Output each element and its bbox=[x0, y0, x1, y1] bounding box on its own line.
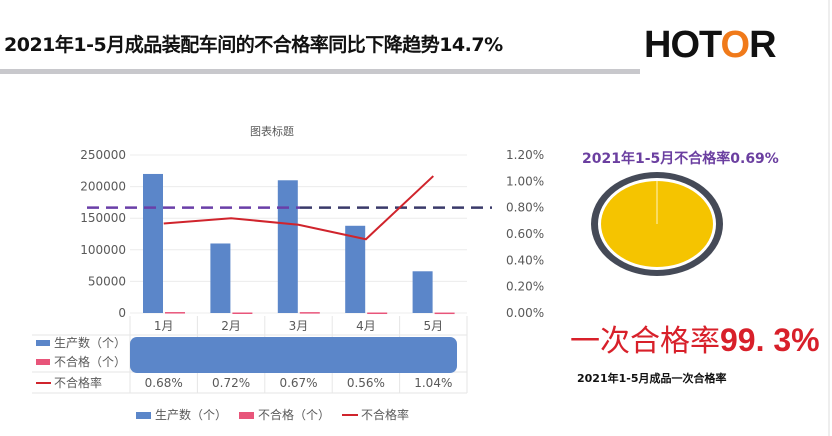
first-pass-value: 99. 3% bbox=[720, 322, 820, 358]
left-tick-label: 250000 bbox=[80, 148, 126, 162]
table-rate-value: 0.67% bbox=[279, 376, 317, 390]
bar-production bbox=[412, 271, 433, 313]
table-row-label: 不合格率 bbox=[54, 375, 102, 390]
bar-production bbox=[210, 243, 231, 313]
right-divider bbox=[828, 0, 830, 436]
bar-defects bbox=[299, 312, 320, 314]
left-tick-label: 200000 bbox=[80, 180, 126, 194]
left-tick-label: 0 bbox=[118, 306, 126, 320]
table-row-label: 生产数（个） bbox=[54, 335, 126, 350]
defect-rate-title: 2021年1-5月不合格率0.69% bbox=[582, 151, 779, 167]
bar-defects bbox=[232, 312, 253, 314]
chart-title: 图表标题 bbox=[250, 124, 294, 138]
table-overlay-block bbox=[130, 337, 457, 373]
bar-defects bbox=[165, 312, 185, 314]
table-row-label: 不合格（个） bbox=[54, 354, 126, 369]
table-rate-value: 1.04% bbox=[414, 376, 452, 390]
right-tick-label: 0.60% bbox=[506, 227, 544, 241]
legend-swatch bbox=[136, 412, 151, 419]
bar-production bbox=[345, 225, 366, 313]
left-tick-label: 150000 bbox=[80, 211, 126, 225]
bar-defects bbox=[367, 312, 388, 315]
page-title: 2021年1-5月成品装配车间的不合格率同比下降趋势14.7% bbox=[4, 34, 503, 56]
table-rate-value: 0.68% bbox=[145, 376, 183, 390]
right-tick-label: 0.40% bbox=[506, 253, 544, 267]
table-legend-swatch bbox=[36, 359, 50, 365]
table-rate-value: 0.56% bbox=[347, 376, 385, 390]
line-defect-rate bbox=[163, 175, 434, 241]
category-label: 3月 bbox=[289, 319, 309, 333]
right-tick-label: 0.80% bbox=[506, 201, 544, 215]
pie-caption: 2021年1-5月成品一次合格率 bbox=[577, 372, 727, 385]
category-label: 4月 bbox=[356, 319, 376, 333]
right-tick-label: 1.00% bbox=[506, 174, 544, 188]
table-rate-value: 0.72% bbox=[212, 376, 250, 390]
table-legend-swatch bbox=[36, 340, 50, 346]
bar-production bbox=[143, 173, 163, 313]
bar-defects bbox=[434, 312, 455, 315]
left-tick-label: 50000 bbox=[88, 274, 126, 288]
title-divider bbox=[0, 69, 640, 74]
left-tick-label: 100000 bbox=[80, 243, 126, 257]
legend-label: 生产数（个） bbox=[155, 407, 227, 422]
bar-production bbox=[277, 180, 298, 313]
first-pass-label: 一次合格率 bbox=[570, 324, 720, 359]
category-label: 1月 bbox=[154, 319, 174, 333]
right-tick-label: 0.20% bbox=[506, 280, 544, 294]
legend-label: 不合格率 bbox=[361, 407, 409, 422]
legend-label: 不合格（个） bbox=[258, 407, 330, 422]
first-pass-rate: 一次合格率99. 3% bbox=[570, 316, 820, 360]
right-tick-label: 1.20% bbox=[506, 148, 544, 162]
category-label: 5月 bbox=[423, 319, 443, 333]
brand-logo: HOTOR bbox=[644, 24, 777, 66]
category-label: 2月 bbox=[221, 319, 241, 333]
right-tick-label: 0.00% bbox=[506, 306, 544, 320]
legend-swatch bbox=[239, 412, 254, 419]
